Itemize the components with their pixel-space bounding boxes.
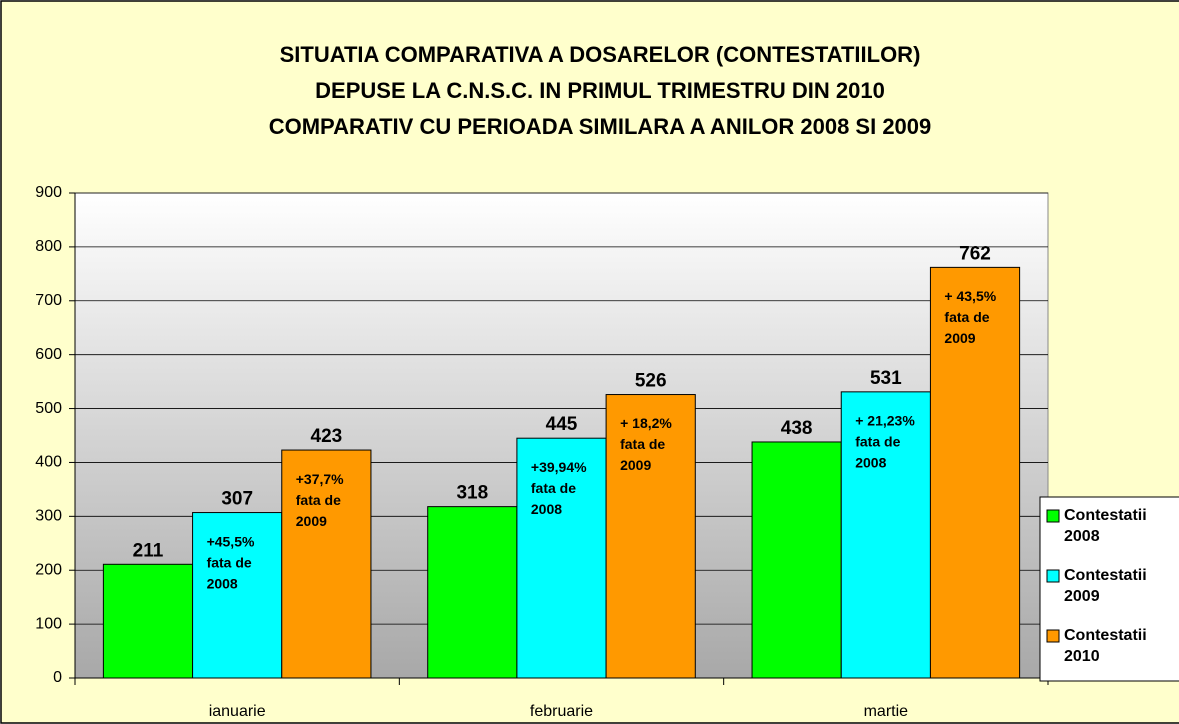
y-tick-label: 300 xyxy=(35,508,62,525)
legend xyxy=(1039,496,1179,682)
legend-label: 2010 xyxy=(1064,648,1100,665)
bar xyxy=(605,394,696,679)
annotation: 2009 xyxy=(944,330,975,346)
y-tick-label: 500 xyxy=(35,400,62,417)
value-label: 423 xyxy=(311,426,343,447)
annotation: + 43,5% xyxy=(944,288,996,304)
bar xyxy=(427,506,518,679)
legend-label: Contestatii xyxy=(1064,627,1147,644)
annotation: +39,94% xyxy=(531,459,587,475)
annotation: fata de xyxy=(531,480,576,496)
annotation: + 21,23% xyxy=(855,413,915,429)
legend-swatch xyxy=(1046,569,1060,583)
legend-label: Contestatii xyxy=(1064,507,1147,524)
x-tick-label: ianuarie xyxy=(209,703,266,720)
y-tick-label: 200 xyxy=(35,561,62,578)
bar xyxy=(751,441,842,679)
annotation: 2009 xyxy=(296,513,327,529)
annotation: fata de xyxy=(944,309,989,325)
y-tick-label: 700 xyxy=(35,292,62,309)
y-tick-label: 600 xyxy=(35,346,62,363)
annotation: 2008 xyxy=(855,455,886,471)
annotation: 2008 xyxy=(531,501,562,517)
chart-title: COMPARATIV CU PERIOADA SIMILARA A ANILOR… xyxy=(269,114,932,139)
bar xyxy=(102,563,194,679)
annotation: +37,7% xyxy=(296,471,344,487)
legend-swatch xyxy=(1046,629,1060,643)
chart-title: SITUATIA COMPARATIVA A DOSARELOR (CONTES… xyxy=(280,42,921,67)
value-label: 531 xyxy=(870,368,902,389)
chart-title: DEPUSE LA C.N.S.C. IN PRIMUL TRIMESTRU D… xyxy=(315,78,885,103)
x-tick-label: februarie xyxy=(530,703,593,720)
annotation: fata de xyxy=(296,492,341,508)
value-label: 762 xyxy=(959,243,991,264)
annotation: fata de xyxy=(855,434,900,450)
value-label: 318 xyxy=(456,483,488,504)
y-tick-label: 900 xyxy=(35,184,62,201)
annotation: fata de xyxy=(207,554,252,570)
value-label: 438 xyxy=(781,418,813,439)
bar xyxy=(840,391,931,679)
y-tick-label: 800 xyxy=(35,238,62,255)
value-label: 445 xyxy=(546,414,578,435)
value-label: 211 xyxy=(133,540,164,561)
value-label: 307 xyxy=(221,489,253,510)
value-label: 526 xyxy=(635,371,667,392)
legend-swatch xyxy=(1046,509,1060,523)
annotation: +45,5% xyxy=(207,533,255,549)
bar xyxy=(516,437,607,679)
bar xyxy=(281,449,372,679)
annotation: fata de xyxy=(620,436,665,452)
annotation: + 18,2% xyxy=(620,415,672,431)
legend-label: 2009 xyxy=(1064,588,1100,605)
bar xyxy=(929,266,1021,679)
y-tick-label: 0 xyxy=(53,669,62,686)
legend-label: Contestatii xyxy=(1064,567,1147,584)
y-tick-label: 400 xyxy=(35,454,62,471)
y-tick-label: 100 xyxy=(35,615,62,632)
annotation: 2009 xyxy=(620,457,651,473)
annotation: 2008 xyxy=(207,575,238,591)
x-tick-label: martie xyxy=(864,703,909,720)
legend-label: 2008 xyxy=(1064,528,1100,545)
